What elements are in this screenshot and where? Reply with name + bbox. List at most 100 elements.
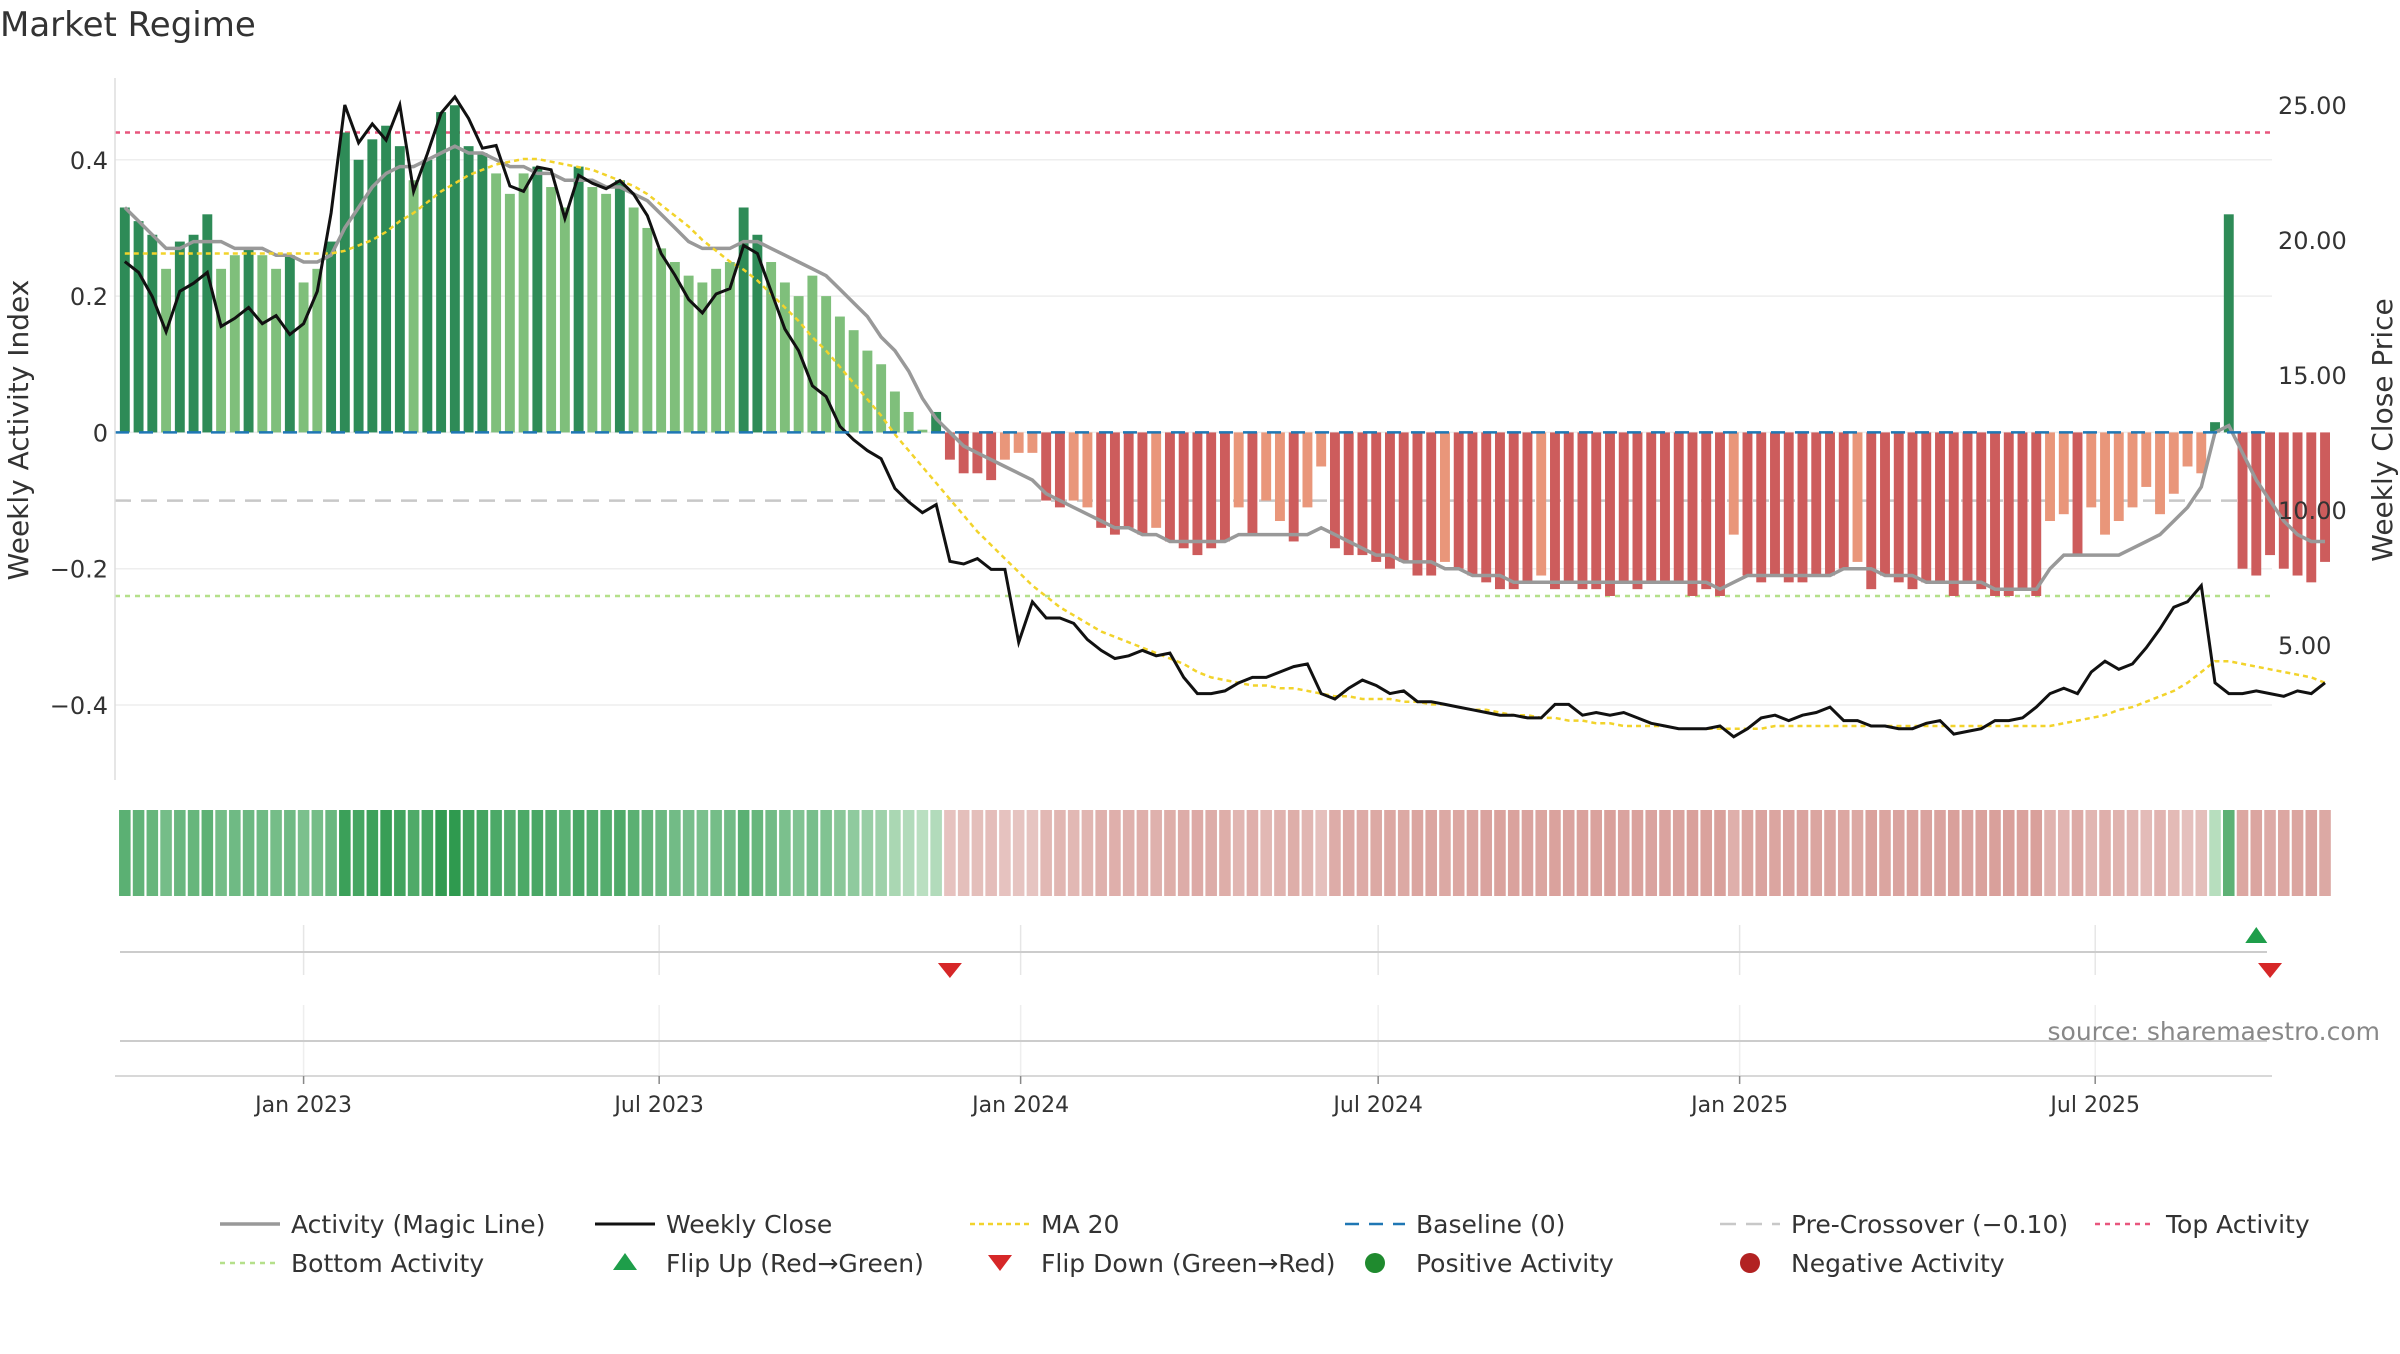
y-axis-left-label: Weekly Activity Index	[2, 280, 35, 581]
regime-cell	[1260, 810, 1272, 896]
activity-bar	[1068, 432, 1079, 501]
regime-cell	[861, 810, 874, 896]
activity-bar	[436, 112, 447, 433]
regime-cell	[256, 810, 269, 896]
regime-cell	[435, 810, 447, 896]
regime-cell	[806, 810, 819, 896]
activity-bar	[1742, 432, 1753, 576]
regime-cell	[1879, 810, 1891, 896]
regime-cell	[1700, 810, 1713, 896]
activity-bar	[271, 268, 282, 433]
regime-cell	[1507, 810, 1520, 896]
activity-bar	[1329, 432, 1340, 549]
activity-bar	[2072, 432, 2083, 556]
regime-cell	[2181, 810, 2194, 896]
regime-cell	[1562, 810, 1575, 896]
regime-cell	[1301, 810, 1314, 896]
activity-bar	[1508, 432, 1519, 590]
activity-bar	[587, 187, 598, 433]
activity-bar	[243, 248, 254, 433]
activity-bar	[711, 268, 722, 433]
regime-cell	[1122, 810, 1135, 896]
activity-bar	[2237, 432, 2248, 569]
x-axis: Jan 2023 Jul 2023 Jan 2024 Jul 2024 Jan 2025…	[115, 1075, 2272, 1118]
activity-bar	[1261, 432, 1272, 501]
activity-bar	[1591, 432, 1602, 590]
flip-up-marker	[2245, 927, 2268, 943]
activity-bar	[1990, 432, 2000, 596]
regime-cell	[1329, 810, 1341, 896]
activity-bar	[1811, 432, 1822, 576]
regime-cell	[1246, 810, 1259, 896]
activity-bar	[1219, 432, 1230, 542]
regime-cell	[1452, 810, 1465, 896]
regime-cell	[1782, 810, 1795, 896]
y-tick-label-left: 0.2	[70, 283, 108, 311]
regime-cell	[710, 810, 722, 896]
regime-cell	[1617, 810, 1630, 896]
x-tick-label: Jan 2025	[1689, 1093, 1788, 1118]
regime-cell	[1356, 810, 1369, 896]
activity-bar	[2251, 432, 2262, 576]
regime-cell	[1370, 810, 1382, 896]
regime-cell	[1315, 810, 1327, 896]
regime-cell	[1067, 810, 1080, 896]
regime-cell	[449, 810, 461, 896]
activity-bar	[1151, 432, 1162, 528]
regime-cell	[572, 810, 585, 896]
regime-cell	[2291, 810, 2304, 896]
activity-bar	[2127, 432, 2138, 508]
activity-bar	[1164, 432, 1175, 542]
regime-cell	[2264, 810, 2276, 896]
x-tick-label: Jul 2023	[612, 1093, 704, 1118]
activity-bar	[1866, 432, 1877, 590]
activity-bar	[1797, 432, 1808, 583]
regime-cell	[1232, 810, 1245, 896]
magic-line-series	[123, 144, 2325, 592]
activity-bar	[353, 159, 364, 433]
activity-bar	[491, 173, 502, 433]
regime-cell	[1205, 810, 1217, 896]
regime-cell	[2112, 810, 2125, 896]
activity-bar	[1715, 432, 1725, 596]
regime-cell	[394, 810, 406, 896]
activity-bar	[339, 132, 350, 433]
regime-cell	[1576, 810, 1589, 896]
activity-bar	[2100, 432, 2110, 535]
regime-cell	[779, 810, 791, 896]
y-tick-label-left: 0.4	[70, 147, 108, 175]
flip-down-marker	[2258, 963, 2283, 978]
regime-cell	[1796, 810, 1809, 896]
regime-cell	[1384, 810, 1396, 896]
regime-cell	[2099, 810, 2111, 896]
regime-cell	[1961, 810, 1974, 896]
regime-cell	[407, 810, 420, 896]
activity-bar	[2320, 432, 2330, 562]
activity-bar	[1921, 432, 1932, 583]
activity-bar	[1371, 432, 1382, 562]
regime-cell	[545, 810, 557, 896]
activity-bar	[1756, 432, 1767, 583]
activity-bar	[1728, 432, 1739, 535]
legend-label: Pre-Crossover (−0.10)	[1791, 1210, 2068, 1239]
regime-cell	[380, 810, 392, 896]
activity-bar	[1838, 432, 1849, 569]
activity-bar	[2003, 432, 2014, 596]
regime-cell	[2250, 810, 2263, 896]
regime-cell	[1659, 810, 1671, 896]
x-tick-label: Jul 2024	[1331, 1093, 1423, 1118]
activity-bar	[2265, 432, 2275, 556]
regime-cell	[2154, 810, 2166, 896]
activity-bar	[2155, 432, 2165, 515]
activity-bar	[944, 432, 955, 460]
regime-cell	[1480, 810, 1492, 896]
legend-swatch-flip-down	[988, 1255, 1012, 1271]
activity-bar	[518, 173, 529, 433]
regime-cell	[2236, 810, 2249, 896]
x-tick-label: Jan 2023	[253, 1093, 352, 1118]
activity-bar	[1632, 432, 1643, 590]
regime-cell	[820, 810, 832, 896]
regime-cell	[1672, 810, 1685, 896]
regime-cell	[2044, 810, 2056, 896]
activity-bar	[601, 193, 612, 433]
